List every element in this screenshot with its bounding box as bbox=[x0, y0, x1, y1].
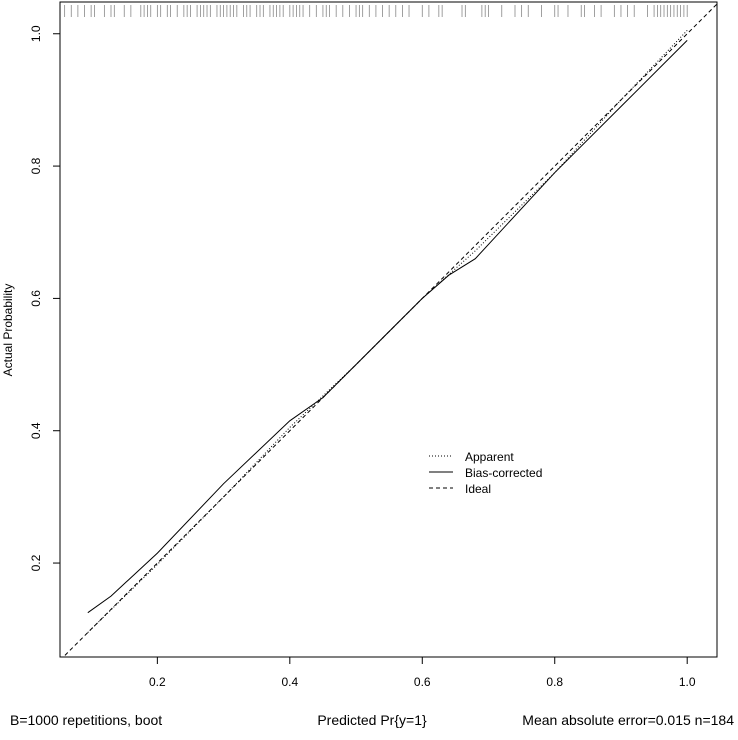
rug-marks bbox=[64, 5, 688, 17]
error-annotation: Mean absolute error=0.015 n=184 bbox=[522, 712, 734, 728]
legend-label-apparent: Apparent bbox=[465, 450, 514, 464]
y-tick-label: 1.0 bbox=[29, 25, 43, 42]
legend: Apparent Bias-corrected Ideal bbox=[429, 450, 542, 496]
x-axis-label: Predicted Pr{y=1} bbox=[317, 712, 427, 728]
bootstrap-annotation: B=1000 repetitions, boot bbox=[10, 712, 162, 728]
plot-frame bbox=[59, 1, 718, 658]
x-tick-label: 0.2 bbox=[149, 675, 166, 689]
x-tick-label: 0.8 bbox=[546, 675, 563, 689]
series-lines bbox=[62, 3, 717, 657]
y-axis: 0.2 0.4 0.6 0.8 1.0 bbox=[29, 25, 60, 571]
x-axis: 0.2 0.4 0.6 0.8 1.0 bbox=[149, 657, 696, 689]
y-tick-label: 0.6 bbox=[29, 290, 43, 307]
x-tick-label: 1.0 bbox=[679, 675, 696, 689]
y-tick-label: 0.8 bbox=[29, 157, 43, 174]
legend-label-bias-corrected: Bias-corrected bbox=[465, 466, 542, 480]
series-ideal bbox=[62, 3, 717, 657]
x-tick-label: 0.6 bbox=[414, 675, 431, 689]
y-tick-label: 0.4 bbox=[29, 422, 43, 439]
y-axis-label: Actual Probability bbox=[1, 284, 15, 377]
series-apparent bbox=[87, 30, 688, 633]
legend-label-ideal: Ideal bbox=[465, 482, 491, 496]
series-bias-corrected bbox=[87, 40, 688, 614]
x-tick-label: 0.4 bbox=[281, 675, 298, 689]
y-tick-label: 0.2 bbox=[29, 554, 43, 571]
